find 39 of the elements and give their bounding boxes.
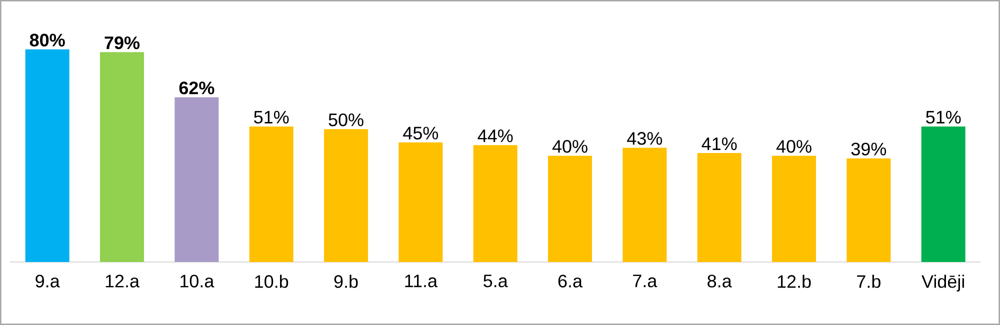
data-label: 40%: [776, 140, 812, 153]
data-label: 40%: [552, 140, 588, 153]
x-tick-label: 9.b: [334, 274, 358, 288]
bar: [324, 129, 368, 262]
bar: [174, 97, 219, 262]
x-tick-label: Vidēji: [922, 274, 964, 292]
x-tick-label: 10.b: [255, 274, 288, 288]
data-label: 62%: [179, 82, 214, 94]
bar: [622, 148, 667, 262]
data-label: 80%: [30, 34, 65, 46]
bar: [100, 52, 144, 262]
bar: [921, 126, 966, 262]
data-label: 51%: [254, 110, 289, 124]
data-label: 43%: [627, 132, 662, 145]
data-label: 41%: [702, 138, 737, 150]
bar: [398, 142, 443, 262]
bar: [249, 126, 294, 262]
data-label: 50%: [328, 113, 364, 126]
x-tick-label: 10.a: [180, 274, 214, 288]
data-label: 51%: [926, 110, 961, 124]
bar: [846, 158, 891, 262]
x-tick-label: 12.b: [778, 274, 811, 288]
data-label: 44%: [478, 130, 513, 142]
x-tick-label: 12.a: [106, 274, 140, 288]
x-tick-label: 11.a: [405, 274, 438, 288]
bar: [25, 49, 70, 262]
data-label: 79%: [104, 36, 140, 50]
x-tick-label: 9.a: [36, 274, 60, 288]
x-tick-label: 6.a: [558, 274, 583, 288]
bar: [473, 145, 518, 262]
x-tick-label: 7.a: [633, 274, 658, 288]
data-label: 39%: [851, 142, 886, 156]
x-tick-label: 5.a: [484, 274, 508, 288]
data-label: 45%: [403, 126, 438, 140]
bar: [697, 153, 742, 262]
x-tick-label: 7.b: [857, 274, 880, 288]
bar: [548, 156, 592, 262]
x-tick-label: 8.a: [708, 274, 732, 288]
bar: [772, 156, 816, 262]
